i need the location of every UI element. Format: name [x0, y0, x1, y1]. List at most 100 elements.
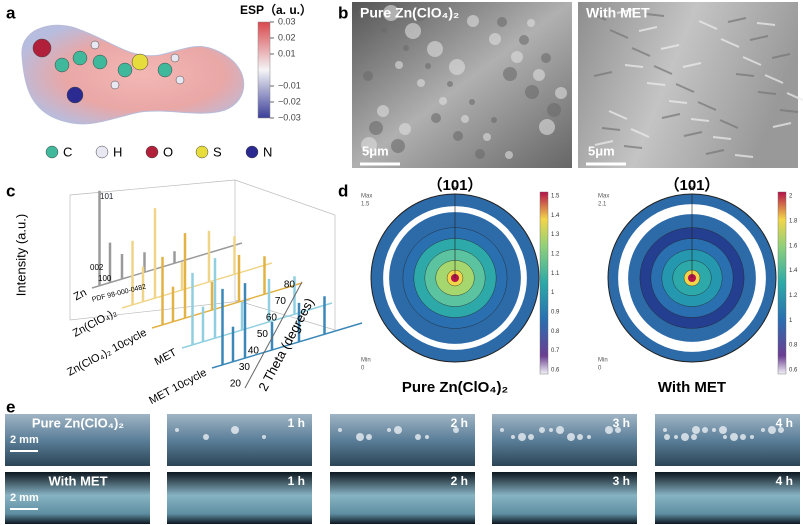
scale-label: 5μm [588, 143, 615, 158]
pole-axis-label: X [690, 187, 694, 193]
texture [449, 59, 465, 75]
texture [779, 109, 799, 113]
colorbar-tick-label: 1.8 [789, 218, 798, 224]
texture [547, 103, 561, 117]
texture [756, 22, 776, 26]
dendrite [387, 428, 391, 432]
texture [587, 11, 607, 21]
electrode-photo [167, 414, 312, 466]
dendrite [262, 435, 266, 439]
time-label: 2 h [451, 416, 468, 430]
y-axis-label: Intensity (a.u.) [13, 214, 28, 296]
dendrite [549, 428, 553, 432]
esp-tick-label: −0.02 [278, 96, 301, 106]
colorbar-tick-label: 2 [789, 194, 793, 200]
texture [403, 45, 409, 51]
panel-label: c [6, 181, 15, 200]
pattern-baseline [91, 242, 243, 289]
dendrite [778, 427, 784, 433]
atom [117, 62, 133, 78]
scale-label: 2 mm [10, 434, 39, 446]
x-tick-label: 80 [284, 280, 296, 291]
x-tick-label: 50 [257, 329, 269, 340]
texture [608, 110, 628, 120]
dendrite [518, 433, 526, 441]
texture [395, 61, 403, 69]
texture [749, 35, 769, 41]
dendrite [719, 426, 727, 434]
x-axis [244, 281, 303, 389]
esp-tick-label: 0.02 [278, 32, 296, 42]
atom-legend-label: C [63, 144, 72, 159]
sample-label: Zn(ClO₄)₂ [71, 307, 119, 340]
texture [698, 20, 718, 30]
atom-legend-marker [95, 145, 109, 159]
atom [66, 86, 84, 104]
texture [646, 82, 666, 86]
dendrite [740, 434, 746, 440]
atom [175, 75, 185, 85]
dendrite [605, 426, 613, 434]
min-value: 0 [598, 366, 602, 372]
esp-tick-label: 0.03 [278, 16, 296, 26]
max-value: 2.1 [598, 202, 607, 208]
esp-surface [21, 24, 245, 125]
plane-label: （101） [427, 176, 482, 194]
texture [638, 26, 658, 32]
texture [660, 44, 680, 50]
colorbar-tick-label: 0.8 [789, 343, 798, 349]
electrode-photo [330, 472, 475, 524]
peak-label: 100 [98, 274, 112, 283]
texture [467, 15, 479, 27]
colorbar-tick-label: 1.3 [551, 232, 560, 238]
atom-legend-marker [45, 145, 59, 159]
texture [511, 51, 523, 63]
pattern-baseline [151, 282, 303, 329]
sample-label: MET 10cycle [147, 367, 209, 407]
texture [475, 149, 485, 159]
electrode-photo [655, 414, 800, 466]
sem-title: With MET [586, 5, 650, 21]
texture [541, 53, 551, 63]
atom [72, 50, 88, 66]
atom-legend-marker [195, 145, 209, 159]
dendrite [415, 434, 421, 440]
dendrite [681, 433, 689, 441]
min-label: Min [361, 358, 371, 364]
texture [757, 91, 777, 95]
electrode-photo [492, 472, 637, 524]
dendrite [453, 427, 459, 433]
plane-label: （101） [664, 176, 719, 194]
panel-label: e [6, 397, 15, 416]
time-label: 1 h [288, 474, 305, 488]
texture [525, 85, 539, 99]
texture [369, 121, 383, 135]
dendrite [175, 428, 179, 432]
texture [405, 23, 421, 39]
texture [786, 92, 803, 102]
x-tick-label: 30 [239, 362, 251, 373]
sem-title: Pure Zn(ClO₄)₂ [360, 5, 459, 21]
dendrite [712, 428, 716, 432]
pole-title: Pure Zn(ClO₄)₂ [402, 379, 508, 396]
dendrite [692, 426, 700, 434]
sample-label: MET [153, 346, 179, 368]
colorbar-tick-label: 1.6 [789, 243, 798, 249]
dendrite [338, 428, 342, 432]
dendrite [730, 433, 738, 441]
texture [381, 27, 387, 33]
colorbar-tick-label: 0.8 [551, 329, 560, 335]
atom [32, 38, 52, 58]
dendrite [203, 434, 209, 440]
dendrite [556, 426, 564, 434]
scale-label: 5μm [362, 143, 389, 158]
atom [157, 62, 173, 78]
texture [771, 53, 791, 59]
texture [594, 140, 614, 146]
max-label: Max [361, 194, 372, 200]
min-label: Min [598, 358, 608, 364]
esp-tick-label: −0.03 [278, 112, 301, 122]
dendrite [231, 426, 239, 434]
atom [110, 80, 120, 90]
texture [431, 113, 441, 123]
